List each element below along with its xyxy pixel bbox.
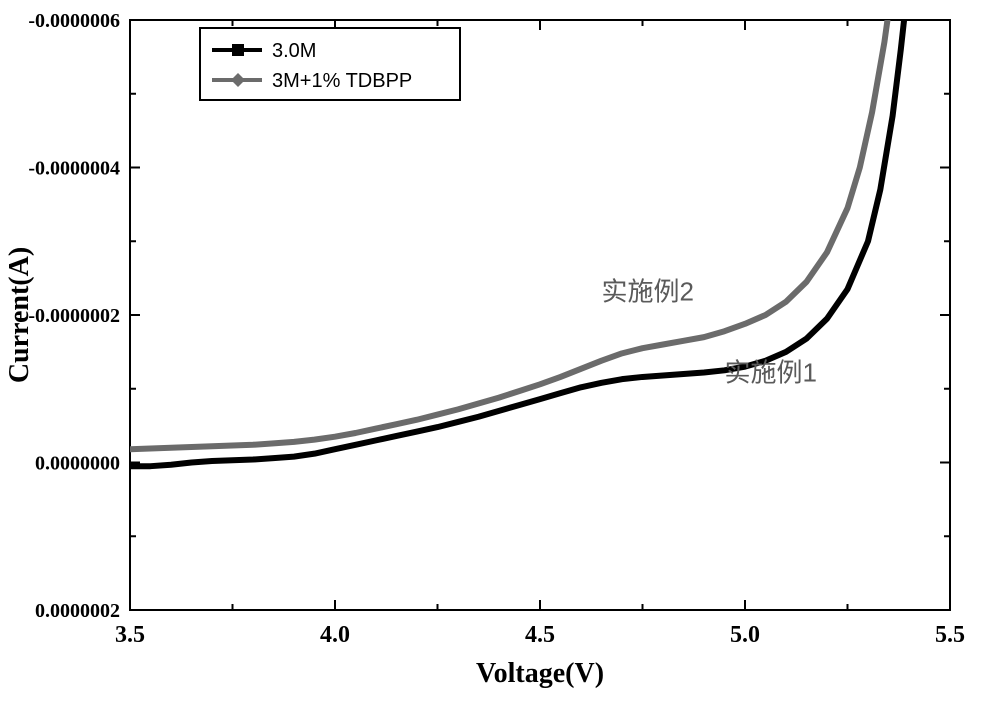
chart-svg: 3.5 4.0 4.5 5.0 5.5 -0.0000006 -0.0000004 -0.00… — [0, 0, 1000, 704]
annotation-text: 实施例1 — [725, 357, 817, 387]
legend-label: 3M+1% TDBPP — [272, 70, 412, 92]
chart-container: 3.5 4.0 4.5 5.0 5.5 -0.0000006 -0.0000004 -0.00… — [0, 0, 1000, 704]
y-tick-label: -0.0000004 — [28, 158, 120, 180]
x-axis-label: Voltage(V) — [476, 658, 604, 689]
y-tick-label: 0.0000002 — [35, 600, 120, 622]
annotation-text: 实施例2 — [602, 276, 694, 306]
x-tick-label: 4.5 — [525, 622, 555, 648]
y-axis-label: Current(A) — [4, 247, 35, 383]
y-tick-label: 0.0000000 — [35, 453, 120, 475]
x-tick-label: 3.5 — [115, 622, 145, 648]
x-tick-label: 4.0 — [320, 622, 350, 648]
y-tick-label: -0.0000006 — [28, 10, 120, 32]
y-tick-label: -0.0000002 — [28, 305, 120, 327]
x-tick-label: 5.5 — [935, 622, 965, 648]
legend-label: 3.0M — [272, 40, 316, 62]
legend-marker-square — [232, 44, 244, 56]
x-tick-label: 5.0 — [730, 622, 760, 648]
